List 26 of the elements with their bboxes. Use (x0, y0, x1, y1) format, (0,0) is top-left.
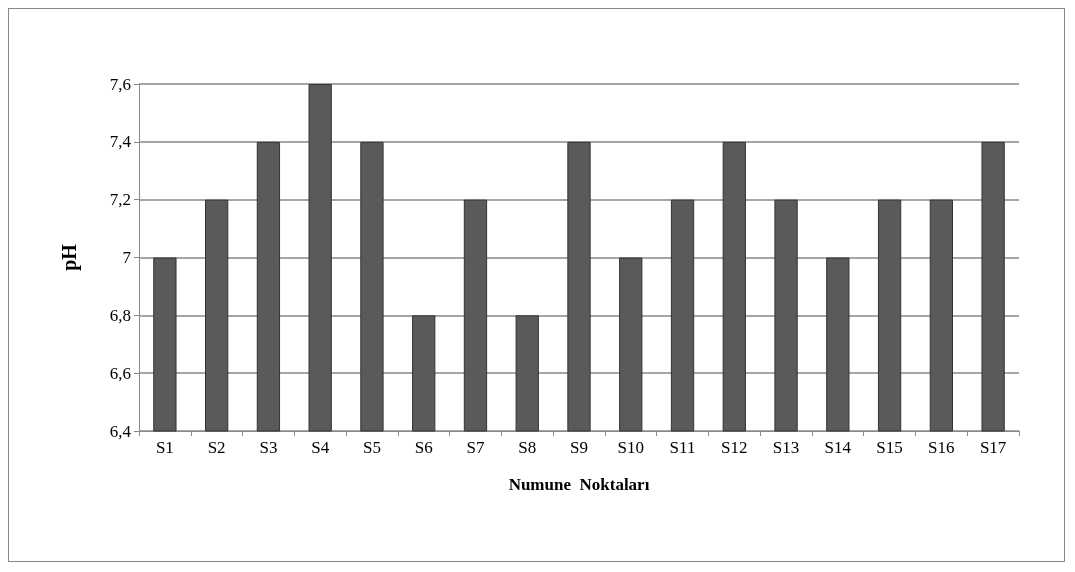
x-axis-title: Numune Noktaları (508, 475, 650, 494)
y-tick-label: 7,6 (109, 74, 131, 94)
x-tick-label: S7 (466, 438, 485, 457)
x-tick-label: S16 (928, 438, 955, 457)
x-tick-label: S6 (414, 438, 433, 457)
x-tick-label: S10 (617, 438, 644, 457)
y-tick-label: 7,4 (109, 132, 132, 152)
y-tick-label: 7,2 (109, 190, 131, 210)
y-tick-label: 7 (122, 248, 132, 267)
y-axis-title: pH (58, 243, 81, 271)
x-tick-label: S14 (824, 438, 852, 457)
x-tick-label: S17 (979, 438, 1007, 457)
y-tick-label: 6,8 (109, 305, 131, 325)
x-tick-label: S8 (518, 438, 537, 457)
x-tick-label: S15 (876, 438, 903, 457)
y-tick-label: 6,6 (109, 363, 131, 383)
x-tick-label: S4 (311, 438, 330, 457)
x-tick-label: S9 (570, 438, 588, 457)
x-tick-label: S1 (155, 438, 174, 457)
x-tick-label: S11 (669, 438, 696, 457)
x-tick-label: S3 (259, 438, 278, 457)
x-tick-label: S13 (772, 438, 800, 457)
x-tick-label: S2 (207, 438, 226, 457)
x-tick-label: S12 (721, 438, 748, 457)
x-tick-label: S5 (362, 438, 381, 457)
y-tick-label: 6,4 (109, 421, 132, 441)
